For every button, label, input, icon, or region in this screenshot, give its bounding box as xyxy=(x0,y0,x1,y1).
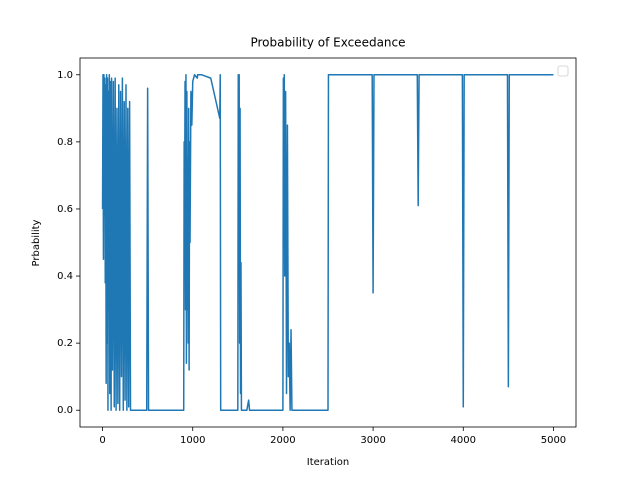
y-tick-label: 0.4 xyxy=(57,271,73,282)
x-tick-label: 0 xyxy=(99,435,105,446)
x-axis-label: Iteration xyxy=(307,457,349,468)
x-tick-label: 3000 xyxy=(360,435,385,446)
x-tick-label: 5000 xyxy=(541,435,566,446)
y-tick-label: 0.6 xyxy=(57,204,73,215)
y-tick-label: 0.2 xyxy=(57,338,73,349)
y-axis-label: Prbability xyxy=(31,219,42,266)
x-tick-label: 1000 xyxy=(180,435,205,446)
chart-title: Probability of Exceedance xyxy=(250,36,405,50)
plot-frame xyxy=(79,57,577,428)
y-tick-label: 0.0 xyxy=(57,405,73,416)
y-tick-label: 0.8 xyxy=(57,137,73,148)
x-tick-label: 4000 xyxy=(451,435,476,446)
data-line xyxy=(101,74,554,411)
legend-box xyxy=(557,65,569,77)
x-tick-label: 2000 xyxy=(270,435,295,446)
y-tick-label: 1.0 xyxy=(57,70,73,81)
